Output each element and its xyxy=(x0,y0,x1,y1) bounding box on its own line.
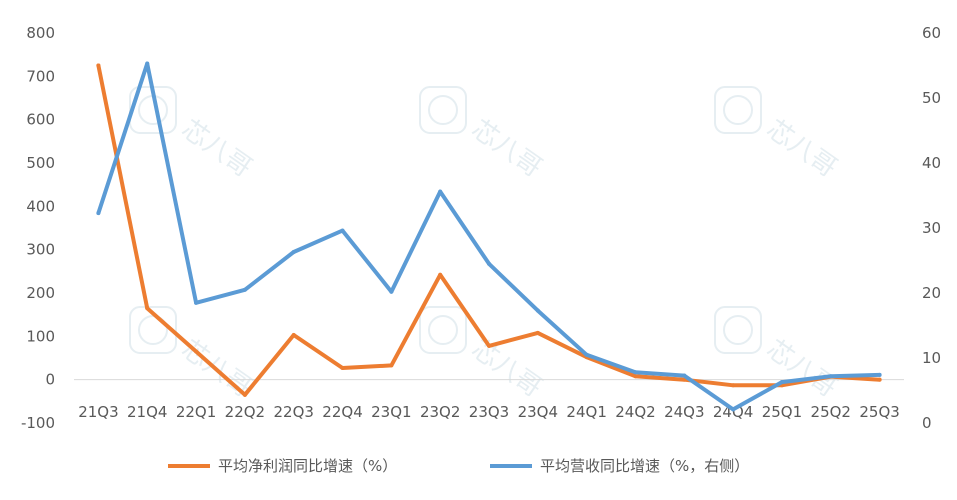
series-1-point xyxy=(535,330,540,335)
x-axis-tick: 23Q4 xyxy=(518,403,558,421)
x-axis-tick: 21Q4 xyxy=(127,403,167,421)
series-2-point xyxy=(242,287,247,292)
legend-label: 平均净利润同比增速（%） xyxy=(218,457,397,475)
left-axis-tick: 400 xyxy=(26,197,55,215)
series-1-point xyxy=(194,349,199,354)
left-axis-tick: 300 xyxy=(26,241,55,259)
watermark: 芯八哥 xyxy=(129,86,257,183)
watermark: 芯八哥 xyxy=(419,306,547,403)
x-axis-tick: 25Q2 xyxy=(811,403,851,421)
series-2-point xyxy=(487,261,491,266)
series-1-point xyxy=(487,343,491,348)
left-axis-tick: 0 xyxy=(45,371,55,389)
series-1-point xyxy=(291,333,296,338)
series-1-point xyxy=(242,392,247,397)
series-2-point xyxy=(877,372,882,377)
x-axis-tick: 25Q3 xyxy=(859,403,899,421)
series-2-point xyxy=(584,352,589,357)
plot-area xyxy=(96,61,882,412)
series-2-point xyxy=(535,308,540,313)
right-axis-tick: 10 xyxy=(922,349,941,367)
x-axis-tick: 22Q1 xyxy=(176,403,216,421)
right-axis: 0 10 20 30 40 50 60 xyxy=(922,24,941,432)
series-2-point xyxy=(682,373,687,378)
right-axis-tick: 60 xyxy=(922,24,941,42)
x-axis-tick: 24Q4 xyxy=(713,403,753,421)
x-axis-tick: 22Q3 xyxy=(273,403,313,421)
legend: 平均净利润同比增速（%） 平均营收同比增速（%，右侧） xyxy=(168,457,749,475)
right-axis-tick: 40 xyxy=(922,154,941,172)
series-1-point xyxy=(389,363,394,368)
x-axis: 21Q3 21Q4 22Q1 22Q2 22Q3 22Q4 23Q1 23Q2 23Q3 23Q4… xyxy=(78,403,900,421)
left-axis-tick: 800 xyxy=(26,24,55,42)
left-axis: -100 0 100 200 300 400 500 600 700 800 xyxy=(21,24,904,432)
series-1-point xyxy=(877,377,882,382)
left-axis-tick: 100 xyxy=(26,327,55,345)
series-2-point xyxy=(779,380,784,385)
series-2-point xyxy=(145,61,150,66)
legend-item-2: 平均营收同比增速（%，右侧） xyxy=(490,457,749,475)
svg-text:芯八哥: 芯八哥 xyxy=(466,334,547,403)
series-2-point xyxy=(96,211,101,216)
x-axis-tick: 23Q3 xyxy=(469,403,509,421)
series-2-point xyxy=(194,300,199,305)
x-axis-tick: 21Q3 xyxy=(78,403,118,421)
left-axis-tick: -100 xyxy=(21,414,55,432)
watermark: 芯八哥 xyxy=(714,86,842,183)
x-axis-tick: 24Q1 xyxy=(566,403,606,421)
left-axis-tick: 200 xyxy=(26,284,55,302)
series-1-point xyxy=(731,383,736,388)
x-axis-tick: 23Q2 xyxy=(420,403,460,421)
x-axis-tick: 23Q1 xyxy=(371,403,411,421)
x-axis-tick: 24Q2 xyxy=(615,403,655,421)
x-axis-tick: 25Q1 xyxy=(762,403,802,421)
series-1-point xyxy=(145,306,150,311)
series-1-point xyxy=(438,272,443,277)
svg-text:芯八哥: 芯八哥 xyxy=(761,114,842,183)
svg-text:芯八哥: 芯八哥 xyxy=(176,114,257,183)
x-axis-tick: 22Q2 xyxy=(225,403,265,421)
watermark: 芯八哥 xyxy=(714,306,842,403)
series-2-point xyxy=(828,374,833,379)
left-axis-tick: 600 xyxy=(26,111,55,129)
left-axis-tick: 500 xyxy=(26,154,55,172)
watermark: 芯八哥 xyxy=(419,86,547,183)
x-axis-tick: 24Q3 xyxy=(664,403,704,421)
right-axis-tick: 0 xyxy=(922,414,932,432)
legend-item-1: 平均净利润同比增速（%） xyxy=(168,457,397,475)
x-axis-tick: 22Q4 xyxy=(322,403,362,421)
series-1-point xyxy=(340,365,345,370)
legend-label: 平均营收同比增速（%，右侧） xyxy=(540,457,749,475)
left-axis-tick: 700 xyxy=(26,67,55,85)
series-2-point xyxy=(438,189,443,194)
series-2-point xyxy=(731,407,736,412)
series-2-point xyxy=(633,370,638,375)
right-axis-tick: 20 xyxy=(922,284,941,302)
right-axis-tick: 50 xyxy=(922,89,941,107)
series-1-point xyxy=(633,374,638,379)
series-2-point xyxy=(291,250,296,255)
series-1-point xyxy=(96,63,101,68)
series-2-point xyxy=(389,289,394,294)
series-2-point xyxy=(340,228,345,233)
right-axis-tick: 30 xyxy=(922,219,941,237)
svg-text:芯八哥: 芯八哥 xyxy=(761,334,842,403)
svg-text:芯八哥: 芯八哥 xyxy=(466,114,547,183)
